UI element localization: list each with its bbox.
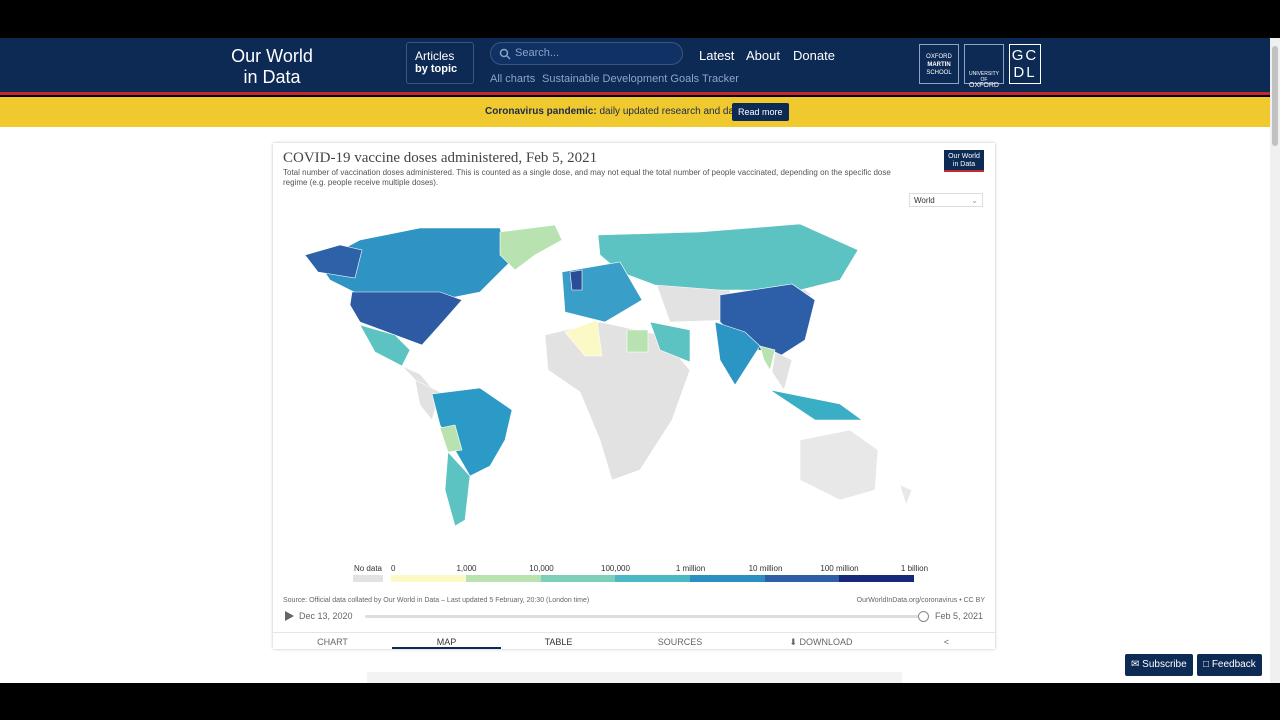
logo-text: Our World — [231, 46, 313, 66]
button-label: Feedback — [1211, 659, 1256, 670]
banner-text: Coronavirus pandemic: daily updated rese… — [485, 106, 745, 117]
search-icon — [499, 48, 511, 60]
country[interactable] — [799, 429, 879, 501]
menu-label: by topic — [415, 63, 458, 75]
site-header: Our World in Data Articles by topic Sear… — [0, 38, 1270, 95]
gcdl-logo[interactable]: GC DL — [1009, 44, 1041, 84]
share-tab[interactable]: < — [898, 632, 995, 649]
country[interactable] — [714, 321, 761, 386]
logo-text: DL — [1013, 64, 1037, 81]
tab[interactable]: SOURCES — [616, 632, 744, 649]
nav-link[interactable]: Donate — [793, 48, 835, 63]
legend-swatch — [466, 575, 541, 582]
subscribe-button[interactable]: ✉ Subscribe — [1125, 654, 1193, 676]
play-button[interactable] — [283, 610, 295, 622]
legend-swatch — [615, 575, 690, 582]
tab[interactable]: CHART — [273, 632, 392, 649]
logo-text: Our World — [948, 153, 980, 160]
country[interactable] — [769, 389, 863, 421]
legend-label: 100 million — [820, 564, 859, 573]
legend-label: 10 million — [748, 564, 783, 573]
logo-text: GC — [1011, 47, 1039, 64]
legend-label: 10,000 — [529, 564, 554, 573]
country[interactable] — [649, 321, 691, 363]
logo-text: OXFORD — [969, 82, 999, 89]
search-box[interactable]: Search... — [490, 42, 683, 65]
logo-text: MARTIN — [927, 62, 951, 68]
legend-swatch — [839, 575, 914, 582]
legend-label: 1 million — [675, 564, 706, 573]
select-value: World — [914, 196, 935, 205]
country[interactable] — [569, 269, 583, 291]
country[interactable] — [304, 244, 363, 279]
scrollbar[interactable] — [1270, 38, 1280, 683]
country[interactable] — [899, 484, 913, 506]
articles-menu[interactable]: Articles by topic — [406, 42, 474, 84]
oxford-university-logo[interactable]: UNIVERSITY OF OXFORD — [964, 44, 1004, 89]
country[interactable] — [439, 424, 463, 453]
country[interactable] — [759, 345, 776, 371]
chart-card: COVID-19 vaccine doses administered, Feb… — [273, 143, 995, 649]
chart-license[interactable]: OurWorldInData.org/coronavirus • CC BY — [856, 597, 985, 604]
tab-label: DOWNLOAD — [799, 637, 853, 647]
country[interactable] — [359, 324, 411, 367]
legend-swatch — [541, 575, 615, 582]
country[interactable] — [444, 451, 471, 527]
oxford-martin-logo[interactable]: OXFORD MARTIN SCHOOL — [919, 44, 959, 84]
subnav-link[interactable]: Sustainable Development Goals Tracker — [542, 73, 739, 85]
country[interactable] — [414, 379, 441, 421]
logo-text: in Data — [952, 161, 976, 168]
feedback-button[interactable]: □ Feedback — [1197, 654, 1262, 676]
legend-swatch — [690, 575, 765, 582]
country[interactable] — [499, 224, 563, 271]
legend-swatch — [353, 575, 383, 582]
announcement-banner: Coronavirus pandemic: daily updated rese… — [0, 97, 1270, 127]
legend-label: 1,000 — [456, 564, 477, 573]
next-section — [367, 672, 902, 683]
nav-link[interactable]: About — [746, 48, 780, 63]
country[interactable] — [771, 351, 793, 391]
banner-message: daily updated research and data. — [599, 106, 746, 117]
timeline-track[interactable] — [365, 615, 925, 618]
chart-source: Source: Official data collated by Our Wo… — [283, 597, 590, 604]
logo-text: OXFORD — [926, 54, 952, 60]
site-logo[interactable]: Our World in Data — [228, 46, 316, 88]
world-map — [304, 223, 913, 527]
logo-text: UNIVERSITY OF — [968, 71, 999, 83]
logo-text: in Data — [243, 67, 301, 87]
country[interactable] — [349, 291, 463, 346]
banner-label: Coronavirus pandemic: — [485, 106, 597, 117]
legend-label: No data — [353, 564, 383, 573]
country[interactable] — [597, 223, 859, 291]
legend-label: 0 — [391, 564, 396, 573]
button-label: Subscribe — [1142, 659, 1187, 670]
legend-label: 1 billion — [900, 564, 929, 573]
logo-text: SCHOOL — [926, 70, 952, 76]
nav-link[interactable]: Latest — [699, 48, 735, 63]
subnav-link[interactable]: All charts — [490, 73, 536, 85]
owid-logo[interactable]: Our World in Data — [944, 150, 984, 172]
timeline-end: Feb 5, 2021 — [935, 611, 984, 621]
region-select[interactable]: World ⌄ — [909, 193, 983, 207]
country[interactable] — [564, 319, 603, 357]
menu-label: Articles — [415, 49, 455, 63]
chart-subtitle: Total number of vaccination doses admini… — [283, 168, 891, 187]
chart-title: COVID-19 vaccine doses administered, Feb… — [283, 150, 598, 166]
tab[interactable]: TABLE — [501, 632, 616, 649]
search-placeholder: Search... — [515, 47, 560, 59]
legend-swatch — [391, 575, 466, 582]
tab[interactable]: ⬇ DOWNLOAD — [744, 632, 898, 649]
country[interactable] — [626, 329, 649, 353]
timeline-handle[interactable] — [918, 611, 929, 622]
legend-label: 100,000 — [601, 564, 630, 573]
country[interactable] — [317, 227, 511, 301]
read-more-button[interactable]: Read more — [732, 103, 789, 121]
tab[interactable]: MAP — [392, 632, 501, 649]
timeline-start: Dec 13, 2020 — [299, 611, 353, 621]
legend-swatch — [765, 575, 839, 582]
